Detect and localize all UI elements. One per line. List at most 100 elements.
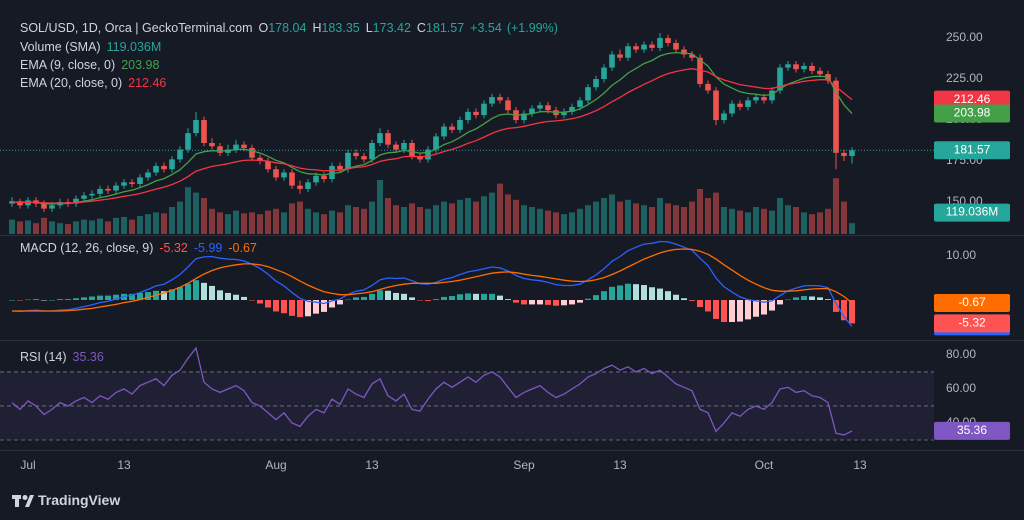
volume-bar [753,207,759,234]
candle-body [337,165,343,170]
candle-body [201,120,207,143]
volume-bar [769,210,775,234]
candle-body [137,177,143,184]
volume-bar [425,208,431,234]
volume-bar [345,205,351,234]
y-tick-label: 250.00 [946,30,983,44]
volume-bar [681,207,687,234]
volume-bar [393,205,399,234]
histogram-bar [193,280,199,301]
legend-value: 35.36 [73,350,104,364]
histogram-bar [273,300,279,312]
volume-bar [289,203,295,234]
volume-bar [185,187,191,234]
volume-bar [313,212,319,234]
candle-body [817,70,823,75]
candle-body [49,205,55,209]
y-tick-label: 60.00 [946,381,976,395]
volume-bar [761,208,767,234]
histogram-bar [609,286,615,301]
volume-bar [833,178,839,234]
signal-label-bg [934,293,1010,312]
volume-bar [193,192,199,234]
volume-bar [329,210,335,234]
candle-body [585,87,591,101]
candle-body [321,175,327,180]
candle-body [449,126,455,130]
candle-body [113,185,119,191]
volume-bar [657,198,663,234]
candle-body [465,111,471,121]
candle-body [305,182,311,189]
candle-body [409,142,415,157]
candle-body [153,165,159,173]
candle-body [169,159,175,170]
high-value: 183.35 [321,21,359,35]
volume-bar [433,205,439,234]
volume-bar [553,212,559,234]
volume-bar [665,203,671,234]
histogram-bar [161,291,167,301]
volume-bar [89,220,95,234]
candle-body [625,46,631,58]
histogram-bar [417,300,423,301]
volume-bar [361,208,367,234]
x-tick-label: 13 [117,458,131,472]
volume-bar [729,208,735,234]
candle-body [297,185,303,189]
candle-body [561,111,567,116]
histogram-bar [233,294,239,301]
volume-bar [649,207,655,234]
volume-bar [633,203,639,234]
candle-body [785,64,791,68]
volume-bar [225,214,231,234]
ohlc-letter: L [366,21,373,35]
volume-bar [817,212,823,234]
volume-bar [97,218,103,234]
legend-row: EMA (9, close, 0) 203.98 [20,58,159,72]
histogram-bar [601,291,607,301]
histogram-bar [81,297,87,301]
histogram-bar [617,285,623,301]
legend-value: -5.32 [159,241,188,255]
volume-bar [169,207,175,234]
low-value: 173.42 [373,21,411,35]
histogram-bar [801,296,807,301]
volume-bar [521,205,527,234]
histogram-bar [825,299,831,301]
histogram-bar [297,300,303,318]
candle-body [657,38,663,48]
volume-bar [569,212,575,234]
histogram-bar [385,290,391,301]
histogram-bar [737,300,743,322]
histogram-bar [17,300,23,301]
candle-body [761,97,767,101]
macd-line [12,248,853,312]
logo-shape [15,495,19,507]
volume-bar [241,213,247,234]
histogram-bar [313,300,319,314]
candle-body [145,172,151,178]
histogram-bar [321,300,327,312]
axes: 150.00175.00200.00225.00250.00212.46203.… [20,30,1010,472]
histogram-bar [777,300,783,305]
candle-body [577,100,583,107]
candle-body [425,149,431,160]
candle-body [729,103,735,114]
candle-body [129,182,135,184]
candle-body [369,142,375,160]
histogram-bar [505,299,511,301]
histogram-bar [337,300,343,305]
x-tick-label: 13 [613,458,627,472]
volume-bar [625,199,631,234]
volume-bar [17,221,23,234]
rsi-line [11,346,853,436]
histogram-bar [729,300,735,323]
candle-body [177,149,183,160]
volume-bar [849,223,855,234]
volume-bar [249,212,255,234]
volume-bar [673,205,679,234]
x-tick-label: Oct [755,458,774,472]
volume-bar [841,201,847,234]
